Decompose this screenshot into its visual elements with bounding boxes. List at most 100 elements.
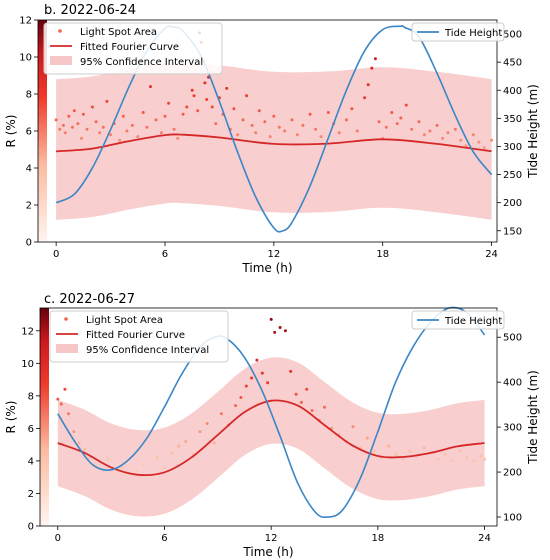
scatter-point xyxy=(373,57,377,61)
scatter-point xyxy=(269,317,273,321)
scatter-point xyxy=(479,454,483,458)
y-axis-label: R (%) xyxy=(4,401,18,434)
x-tick-label: 6 xyxy=(161,533,167,544)
scatter-point xyxy=(250,123,254,127)
scatter-point xyxy=(471,133,475,137)
scatter-point xyxy=(205,422,209,425)
scatter-point xyxy=(105,99,109,103)
scatter-point xyxy=(198,430,202,434)
y2-tick-label: 100 xyxy=(503,513,522,524)
scatter-point xyxy=(77,441,81,445)
scatter-point xyxy=(149,85,152,89)
scatter-point xyxy=(241,118,245,122)
legend-tide-label: Tide Height xyxy=(444,28,502,39)
panel-b-plot-area: 0 6 12 18 2402468101215020025030035040045050… xyxy=(4,16,540,276)
y-tick-label: 10 xyxy=(21,359,34,370)
scatter-point xyxy=(428,129,432,133)
scatter-point xyxy=(278,326,282,329)
legend-ci-label: 95% Confidence Interval xyxy=(80,57,203,68)
y-tick-label: 4 xyxy=(26,164,32,175)
scatter-point xyxy=(236,133,240,137)
scatter-point xyxy=(167,101,171,105)
panel-b-legend-right: Tide Height xyxy=(411,22,505,42)
x-tick-label: 12 xyxy=(265,533,278,544)
scatter-point xyxy=(177,444,181,448)
scatter-point xyxy=(453,127,457,131)
scatter-point xyxy=(109,133,113,137)
y-tick-label: 8 xyxy=(28,391,34,402)
y2-tick-label: 400 xyxy=(503,378,522,389)
scatter-point xyxy=(185,105,189,109)
scatter-point xyxy=(170,451,174,455)
scatter-point xyxy=(120,465,124,469)
scatter-point xyxy=(190,88,194,92)
scatter-point xyxy=(90,105,94,109)
scatter-point xyxy=(372,449,376,453)
scatter-point xyxy=(192,94,196,98)
scatter-point xyxy=(268,135,272,139)
scatter-point xyxy=(203,81,207,85)
scatter-point xyxy=(145,125,149,129)
scatter-point xyxy=(308,112,312,116)
panel-c: c. 2022-06-27 0 6 12 18 24024681012100200300… xyxy=(4,292,540,559)
scatter-point xyxy=(94,120,98,124)
y-tick-label: 2 xyxy=(26,201,32,212)
y-tick-label: 0 xyxy=(26,238,32,249)
scatter-point xyxy=(266,381,270,385)
x-tick-label: 24 xyxy=(485,249,498,260)
panel-b-label: b. 2022-06-24 xyxy=(44,3,136,18)
scatter-point xyxy=(58,127,62,131)
scatter-point xyxy=(464,144,468,148)
legend-ci-label: 95% Confidence Interval xyxy=(86,345,209,356)
scatter-point xyxy=(263,120,267,124)
fitted-curve xyxy=(56,133,492,153)
scatter-point xyxy=(435,123,439,127)
scatter-point xyxy=(422,446,426,450)
scatter-point xyxy=(72,109,76,113)
scatter-point xyxy=(63,131,67,135)
y2-tick-label: 450 xyxy=(503,58,522,69)
y-tick-label: 6 xyxy=(28,424,34,435)
panel-c-label: c. 2022-06-27 xyxy=(44,292,135,307)
legend-ci-marker xyxy=(50,56,72,65)
scatter-point xyxy=(244,384,248,388)
scatter-point xyxy=(283,329,287,333)
panel-c-legend-right: Tide Height xyxy=(411,310,505,330)
scatter-point xyxy=(71,125,74,129)
scatter-point xyxy=(289,369,293,373)
y-tick-label: 8 xyxy=(26,90,32,101)
scatter-point xyxy=(61,123,65,127)
scatter-point xyxy=(257,109,261,113)
x-tick-label: 0 xyxy=(55,533,61,544)
y-tick-label: 2 xyxy=(28,489,34,500)
scatter-point xyxy=(410,127,414,131)
y-tick-label: 4 xyxy=(28,456,34,467)
colorbar xyxy=(38,20,47,242)
x-axis-label: Time (h) xyxy=(241,261,292,275)
scatter-point xyxy=(184,439,188,443)
scatter-point xyxy=(310,409,314,412)
y2-tick-label: 400 xyxy=(503,86,522,97)
scatter-point xyxy=(205,98,209,101)
scatter-point xyxy=(121,114,125,118)
scatter-point xyxy=(277,125,281,129)
legend-ci-marker xyxy=(56,344,78,353)
scatter-point xyxy=(67,114,71,118)
scatter-point xyxy=(483,457,487,461)
y-tick-label: 10 xyxy=(19,53,32,64)
scatter-point xyxy=(219,412,223,416)
y2-axis-label: Tide Height (m) xyxy=(526,84,540,179)
scatter-point xyxy=(163,114,167,118)
scatter-point xyxy=(363,96,367,100)
scatter-point xyxy=(239,396,243,399)
x-axis-label: Time (h) xyxy=(242,545,293,559)
scatter-point xyxy=(417,120,421,124)
y2-tick-label: 250 xyxy=(503,170,522,181)
scatter-point xyxy=(130,123,134,127)
scatter-point xyxy=(326,111,330,114)
y2-tick-label: 500 xyxy=(503,333,522,344)
scatter-point xyxy=(446,131,450,135)
scatter-point xyxy=(314,127,318,131)
y-tick-label: 12 xyxy=(21,326,34,337)
